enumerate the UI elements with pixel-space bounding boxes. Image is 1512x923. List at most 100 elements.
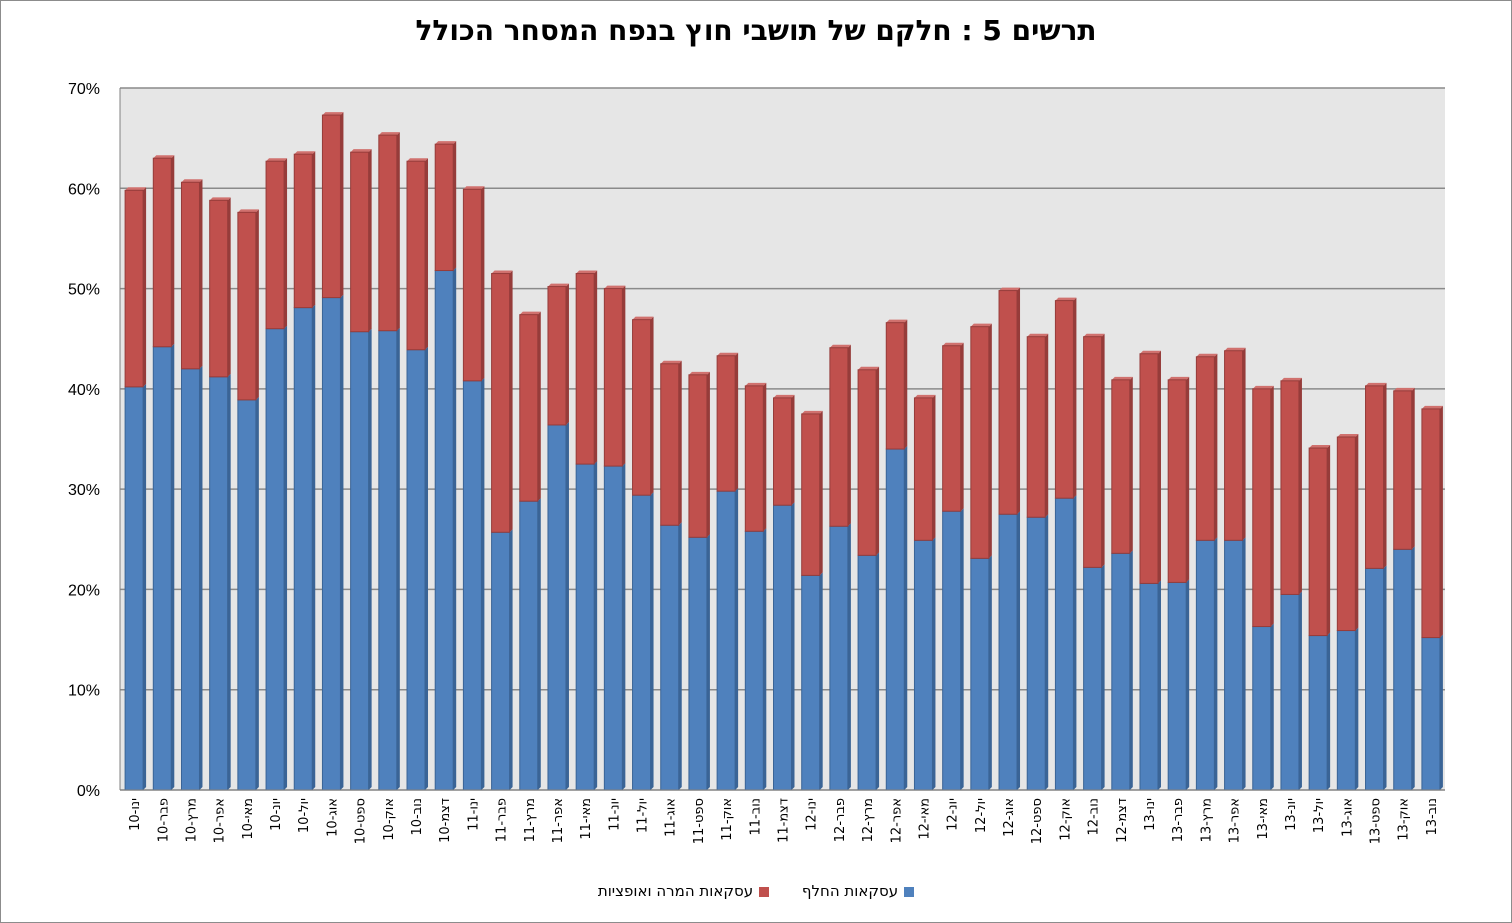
x-tick-label: יונ-10 [269, 798, 284, 831]
bar-segment-conversion [632, 316, 654, 496]
bar-segment-conversion [180, 179, 203, 370]
bar-segment-swap [1280, 591, 1302, 791]
x-tick-label: מרץ-12 [861, 798, 876, 842]
bar-segment-swap [350, 328, 372, 791]
x-tick-label: אוק-12 [1058, 798, 1073, 841]
legend-item-swap: עסקאות החלף [802, 882, 915, 900]
x-tick-label: מרץ-13 [1199, 798, 1214, 842]
chart-title: תרשים 5 : חלקם של תושבי חוץ בנפח המסחר ה… [415, 14, 1097, 47]
bar-segment-conversion [970, 323, 992, 559]
x-tick-label: ספט-13 [1369, 798, 1384, 844]
bar-segment-conversion [378, 132, 400, 332]
x-tick-label: דצמ-12 [1115, 798, 1130, 843]
bar-segment-conversion [406, 158, 429, 351]
bar-segment-conversion [209, 197, 231, 378]
bar-segment-swap [857, 552, 880, 791]
bar-segment-swap [547, 421, 569, 791]
x-tick-label: נוב-12 [1087, 798, 1102, 836]
bar-segment-swap [1308, 632, 1331, 791]
x-tick-label: אפר-13 [1228, 798, 1243, 843]
bar-segment-conversion [350, 149, 372, 333]
bar-segment-swap [1252, 623, 1274, 791]
x-tick-label: יול-13 [1312, 798, 1327, 833]
bar-segment-swap [124, 383, 147, 791]
bar-segment-swap [1026, 514, 1049, 791]
x-tick-label: פבר-12 [833, 798, 848, 842]
x-tick-label: יול-11 [636, 798, 651, 833]
bar-segment-swap [1139, 580, 1161, 791]
bar-segment-swap [885, 446, 908, 791]
bar-segment-swap [293, 304, 316, 791]
bar-segment-swap [1167, 579, 1190, 791]
y-tick-label: 20% [68, 582, 100, 599]
legend: עסקאות החלף עסקאות המרה ואופציות [0, 882, 1512, 900]
x-tick-label: יונ-13 [1284, 798, 1299, 831]
bar-segment-conversion [885, 319, 908, 450]
bar-segment-conversion [1083, 333, 1105, 568]
x-tick-label: דצמ-10 [438, 798, 453, 843]
bar-segment-conversion [491, 270, 513, 533]
bar-segment-swap [1111, 550, 1133, 791]
bar-segment-swap [688, 534, 710, 791]
bar-segment-conversion [1224, 347, 1246, 541]
x-tick-label: אפר-11 [551, 798, 566, 843]
bar-segment-swap [237, 396, 259, 791]
x-tick-label: נוב-10 [410, 798, 425, 836]
bar-segment-swap [265, 325, 288, 791]
bar-segment-conversion [1195, 353, 1218, 541]
bar-segment-swap [519, 498, 541, 791]
bar-segment-swap [603, 463, 626, 791]
bar-segment-swap [1083, 564, 1105, 791]
y-tick-label: 50% [68, 282, 100, 299]
x-tick-label: פבר-11 [495, 798, 510, 842]
bar-segment-swap [998, 511, 1021, 791]
bar-segment-swap [913, 537, 936, 791]
bar-segment-conversion [1054, 297, 1077, 499]
x-tick-label: ינו-13 [1143, 798, 1158, 831]
y-tick-label: 60% [68, 181, 100, 198]
x-tick-label: ינו-10 [128, 798, 143, 831]
x-tick-label: אוק-10 [382, 798, 397, 841]
bar-segment-swap [406, 346, 429, 791]
x-tick-label: ינו-11 [466, 798, 481, 831]
x-tick-label: מאי-10 [241, 798, 256, 840]
bar-segment-swap [1224, 537, 1246, 791]
x-tick-label: דצמ-11 [777, 798, 792, 843]
x-tick-label: אפר-12 [889, 798, 904, 843]
bar-segment-conversion [124, 187, 147, 388]
bar-segment-swap [801, 572, 823, 791]
bar-segment-swap [632, 492, 654, 791]
bar-segment-swap [1365, 565, 1387, 791]
x-tick-label: יול-12 [974, 798, 989, 833]
bar-segment-swap [491, 529, 513, 791]
x-tick-label: מאי-13 [1256, 798, 1271, 840]
bar-segment-conversion [1111, 376, 1133, 554]
bar-segment-swap [773, 502, 795, 791]
x-tick-label: אוק-11 [720, 798, 735, 841]
y-tick-label: 10% [68, 683, 100, 700]
x-tick-label: ספט-12 [1030, 798, 1045, 844]
bar-segment-conversion [857, 366, 880, 556]
bar-segment-conversion [1280, 377, 1302, 595]
bar-segment-conversion [1252, 385, 1274, 628]
bar-segment-conversion [1393, 387, 1415, 550]
x-tick-label: אוג-13 [1340, 798, 1355, 837]
bar-segment-conversion [1308, 445, 1331, 637]
bar-segment-conversion [716, 352, 739, 492]
bar-segment-swap [1054, 495, 1077, 791]
bar-segment-swap [716, 488, 739, 791]
x-tick-label: פבר-13 [1171, 798, 1186, 842]
bar-segment-conversion [660, 360, 682, 526]
x-tick-label: פבר-10 [156, 798, 171, 842]
bar-segment-conversion [293, 151, 316, 309]
y-tick-label: 30% [68, 482, 100, 499]
bar-segment-swap [829, 523, 851, 791]
bar-segment-conversion [265, 158, 288, 330]
bar-segment-conversion [829, 344, 851, 527]
bar-segment-swap [378, 327, 400, 791]
bar-segment-conversion [1421, 405, 1443, 639]
bar-segment-swap [660, 522, 682, 791]
bar-segment-swap [1195, 537, 1218, 791]
x-tick-label: יונ-12 [946, 798, 961, 831]
